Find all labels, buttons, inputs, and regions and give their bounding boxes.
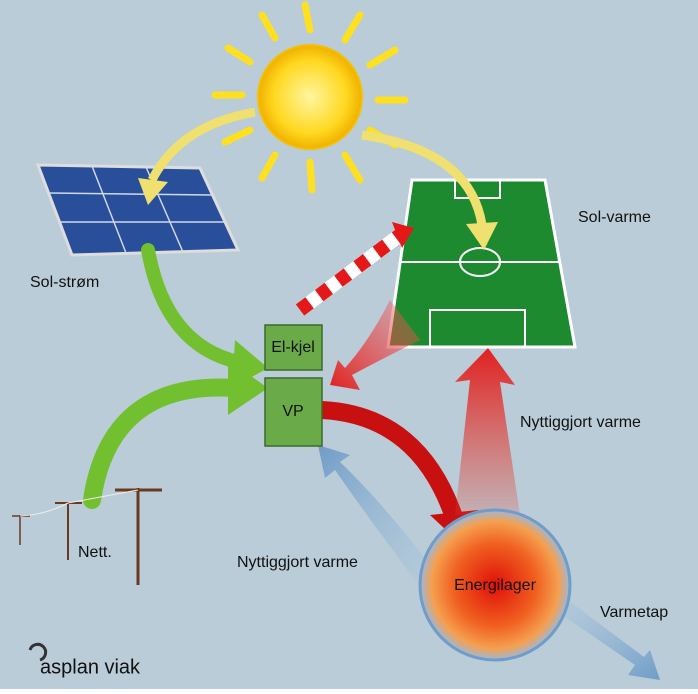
label: Sol-strøm xyxy=(30,274,99,291)
red-arrow xyxy=(330,300,420,390)
energy-storage xyxy=(418,508,572,662)
blue-arrow xyxy=(555,598,660,680)
label: Sol-varme xyxy=(578,209,651,226)
label: Nyttiggjort varme xyxy=(520,414,641,431)
red-arrow xyxy=(321,401,464,523)
blue-arrow xyxy=(318,445,430,580)
sun-arrows xyxy=(147,107,487,226)
arrow-head xyxy=(228,360,268,415)
arrow-head xyxy=(466,222,498,250)
label: El-kjel xyxy=(271,339,315,356)
arrow-head xyxy=(138,178,168,205)
label: Energilager xyxy=(454,577,537,594)
logo: asplan viak xyxy=(40,656,141,678)
sun xyxy=(211,1,409,194)
field xyxy=(386,178,577,349)
logo-mark xyxy=(28,642,48,662)
vp-box xyxy=(264,377,323,447)
el-kjel-box xyxy=(264,324,323,371)
striped-connector xyxy=(295,222,414,316)
green-arrows xyxy=(83,243,245,509)
label: Varmetap xyxy=(600,604,668,621)
label: VP xyxy=(282,403,303,420)
label: Nett. xyxy=(78,544,112,561)
label: Nyttiggjort varme xyxy=(237,554,358,571)
power-poles xyxy=(12,488,162,585)
red-arrow xyxy=(455,348,520,515)
